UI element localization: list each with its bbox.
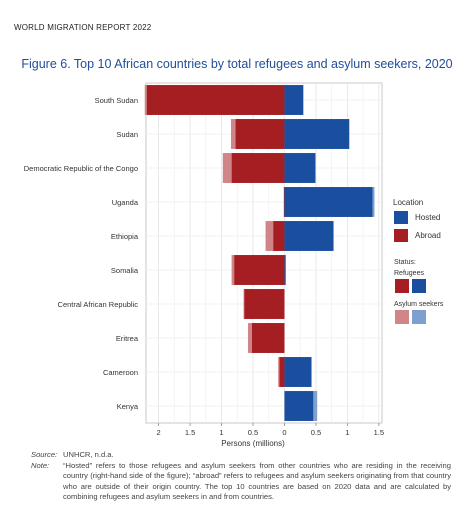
- bar-abroad-asylum: [230, 119, 236, 149]
- figure-title: Figure 6. Top 10 African countries by to…: [21, 57, 453, 71]
- note-key: Note:: [31, 460, 50, 470]
- y-tick-label: Uganda: [112, 198, 139, 207]
- legend-location-title: Location: [393, 198, 423, 207]
- bar-abroad-refugees: [235, 119, 285, 149]
- bar-hosted-asylum: [372, 187, 375, 217]
- legend-hosted-refugees-swatch: [412, 279, 426, 293]
- bar-abroad-refugees: [251, 323, 285, 353]
- bar-abroad-refugees: [283, 187, 285, 217]
- legend-asylum-label: Asylum seekers: [394, 301, 444, 308]
- bar-hosted-refugees: [284, 85, 304, 115]
- y-tick-label: Central African Republic: [58, 300, 139, 309]
- report-header: WORLD MIGRATION REPORT 2022: [14, 23, 152, 32]
- bar-hosted-refugees: [284, 119, 350, 149]
- source-text: UNHCR, n.d.a.: [63, 450, 114, 459]
- y-axis-labels: South Sudan Sudan Democratic Republic of t…: [24, 96, 139, 411]
- bar-abroad-asylum: [265, 221, 274, 251]
- bar-hosted-refugees: [284, 221, 334, 251]
- note-text: “Hosted” refers to those refugees and as…: [63, 460, 451, 502]
- legend-abroad-swatch: [394, 229, 408, 242]
- notes-block: Source: UNHCR, n.d.a. Note: “Hosted” ref…: [31, 450, 451, 503]
- bar-hosted-refugees: [284, 255, 286, 285]
- bar-abroad-refugees: [244, 289, 285, 319]
- bar-abroad-asylum: [144, 85, 147, 115]
- y-tick-label: Kenya: [117, 402, 139, 411]
- legend-abroad-asylum-swatch: [395, 310, 409, 324]
- legend-abroad-refugees-swatch: [395, 279, 409, 293]
- bar-abroad-refugees: [273, 221, 285, 251]
- bar-hosted-refugees: [284, 187, 373, 217]
- legend-abroad-label: Abroad: [415, 231, 441, 240]
- x-tick-label: 1: [345, 428, 349, 437]
- x-tick-label: 1.5: [185, 428, 195, 437]
- legend-hosted-swatch: [394, 211, 408, 224]
- source-key: Source:: [31, 450, 58, 459]
- y-tick-label: South Sudan: [95, 96, 138, 105]
- bar-abroad-refugees: [231, 153, 285, 183]
- x-tick-label: 1: [219, 428, 223, 437]
- x-tick-label: 0.5: [248, 428, 258, 437]
- bar-abroad-asylum: [243, 289, 245, 319]
- x-axis-ticks: 2 1.5 1 0.5 0 0.5 1 1.5: [157, 423, 384, 437]
- legend: Location Hosted Abroad Status: Refugees …: [393, 198, 444, 324]
- legend-hosted-asylum-swatch: [412, 310, 426, 324]
- y-tick-label: Eritrea: [116, 334, 139, 343]
- bar-hosted-refugees: [284, 153, 316, 183]
- bar-abroad-asylum: [278, 357, 280, 387]
- x-tick-label: 0: [282, 428, 286, 437]
- legend-status-title: Status:: [394, 259, 416, 266]
- y-tick-label: Somalia: [111, 266, 139, 275]
- bar-abroad-refugees: [146, 85, 285, 115]
- bar-abroad-refugees: [234, 255, 285, 285]
- x-axis-label: Persons (millions): [221, 439, 285, 448]
- bar-abroad-refugees: [279, 357, 285, 387]
- bar-abroad-asylum: [247, 323, 252, 353]
- y-tick-label: Sudan: [116, 130, 138, 139]
- bar-hosted-asylum: [313, 391, 318, 421]
- bar-abroad-asylum: [222, 153, 232, 183]
- bar-hosted-refugees: [284, 391, 314, 421]
- y-tick-label: Ethiopia: [111, 232, 139, 241]
- x-tick-label: 2: [157, 428, 161, 437]
- y-tick-label: Democratic Republic of the Congo: [24, 164, 138, 173]
- bar-hosted-refugees: [284, 357, 312, 387]
- bar-abroad-asylum: [231, 255, 235, 285]
- source-row: Source: UNHCR, n.d.a.: [31, 450, 451, 461]
- x-tick-label: 1.5: [374, 428, 384, 437]
- legend-hosted-label: Hosted: [415, 213, 440, 222]
- note-row: Note: “Hosted” refers to those refugees …: [31, 461, 451, 503]
- legend-refugees-label: Refugees: [394, 270, 424, 277]
- x-tick-label: 0.5: [311, 428, 321, 437]
- bars: [144, 85, 375, 421]
- bar-hosted-asylum: [315, 153, 316, 183]
- y-tick-label: Cameroon: [103, 368, 138, 377]
